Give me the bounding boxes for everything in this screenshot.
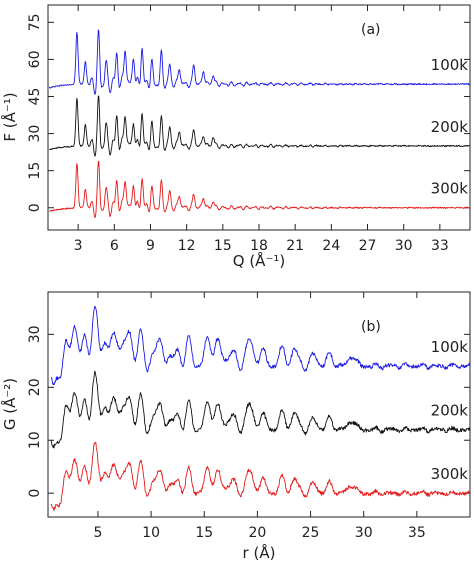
panel-b-x-tick-label: 10 — [142, 525, 160, 541]
panel-b-x-tick-label: 30 — [355, 525, 373, 541]
panel-a-series-100k — [48, 29, 471, 95]
panel-b-series-100k — [50, 305, 471, 386]
panel-b-y-tick-label: 0 — [27, 489, 43, 498]
panel-b-y-tick-label: 20 — [27, 378, 43, 396]
panel-b-x-tick-label: 5 — [93, 525, 102, 541]
panel-b-series-200k — [50, 370, 471, 449]
panel-a-x-tick-label: 27 — [359, 238, 377, 254]
panel-a-x-tick-label: 6 — [110, 238, 119, 254]
panel-a-x-tick-label: 33 — [431, 238, 449, 254]
panel-b-x-tick-label: 25 — [302, 525, 320, 541]
panel-a-x-tick-label: 21 — [286, 238, 304, 254]
panel-a-series-label-300k: 300k — [431, 180, 469, 198]
panel-a-series-label-200k: 200k — [431, 118, 469, 136]
panel-b-x-axis-label: r (Å) — [243, 543, 276, 562]
panel-a-x-tick-label: 9 — [146, 238, 155, 254]
panel-a-frame — [47, 4, 471, 231]
panel-b-x-tick-label: 15 — [195, 525, 213, 541]
panel-a-x-tick-label: 24 — [322, 238, 340, 254]
panel-a-series-300k — [49, 160, 471, 218]
panel-b-x-tick-label: 20 — [248, 525, 266, 541]
panel-a-y-tick-label: 75 — [27, 13, 43, 31]
panel-a-series-label-100k: 100k — [431, 56, 469, 74]
panel-b-x-tick-label: 35 — [408, 525, 426, 541]
panel-b-series-label-200k: 200k — [431, 402, 469, 420]
panel-b-frame — [47, 291, 471, 518]
panel-a-y-tick-label: 15 — [27, 162, 43, 180]
panel-b-plot: 5 10 15 20 25 30 35 0 10 20 30 100k 200k 300k (b) r … — [0, 291, 471, 562]
panel-a-tag: (a) — [361, 22, 381, 38]
panel-b-y-axis-label: G (Å⁻²) — [0, 378, 19, 430]
panel-a-x-axis-label: Q (Å⁻¹) — [233, 251, 285, 270]
panel-a-y-axis-label: F (Å⁻¹) — [0, 92, 19, 141]
panel-a-plot: 3 6 9 12 15 18 21 24 27 30 33 0 15 30 45 60 75 100k 200k 3… — [0, 4, 471, 270]
panel-a-y-tick-label: 0 — [27, 203, 43, 212]
panel-b-y-tick-label: 10 — [27, 431, 43, 449]
panel-a-x-tick-label: 18 — [250, 238, 268, 254]
panel-b-series-300k — [50, 442, 471, 512]
panel-a-x-tick-label: 15 — [214, 238, 232, 254]
panel-a-x-tick-label: 3 — [74, 238, 83, 254]
panel-a-x-tick-label: 12 — [178, 238, 196, 254]
panel-b-series-label-100k: 100k — [431, 338, 469, 356]
panel-a-y-tick-label: 30 — [27, 125, 43, 143]
panel-b-y-tick-label: 30 — [27, 325, 43, 343]
panel-a-x-tick-label: 30 — [395, 238, 413, 254]
panel-b-tag: (b) — [361, 319, 381, 335]
panel-a-series-200k — [49, 95, 470, 157]
panel-a-y-tick-label: 60 — [27, 50, 43, 68]
panel-a-y-tick-label: 45 — [27, 88, 43, 106]
panel-b-series-label-300k: 300k — [431, 465, 469, 483]
